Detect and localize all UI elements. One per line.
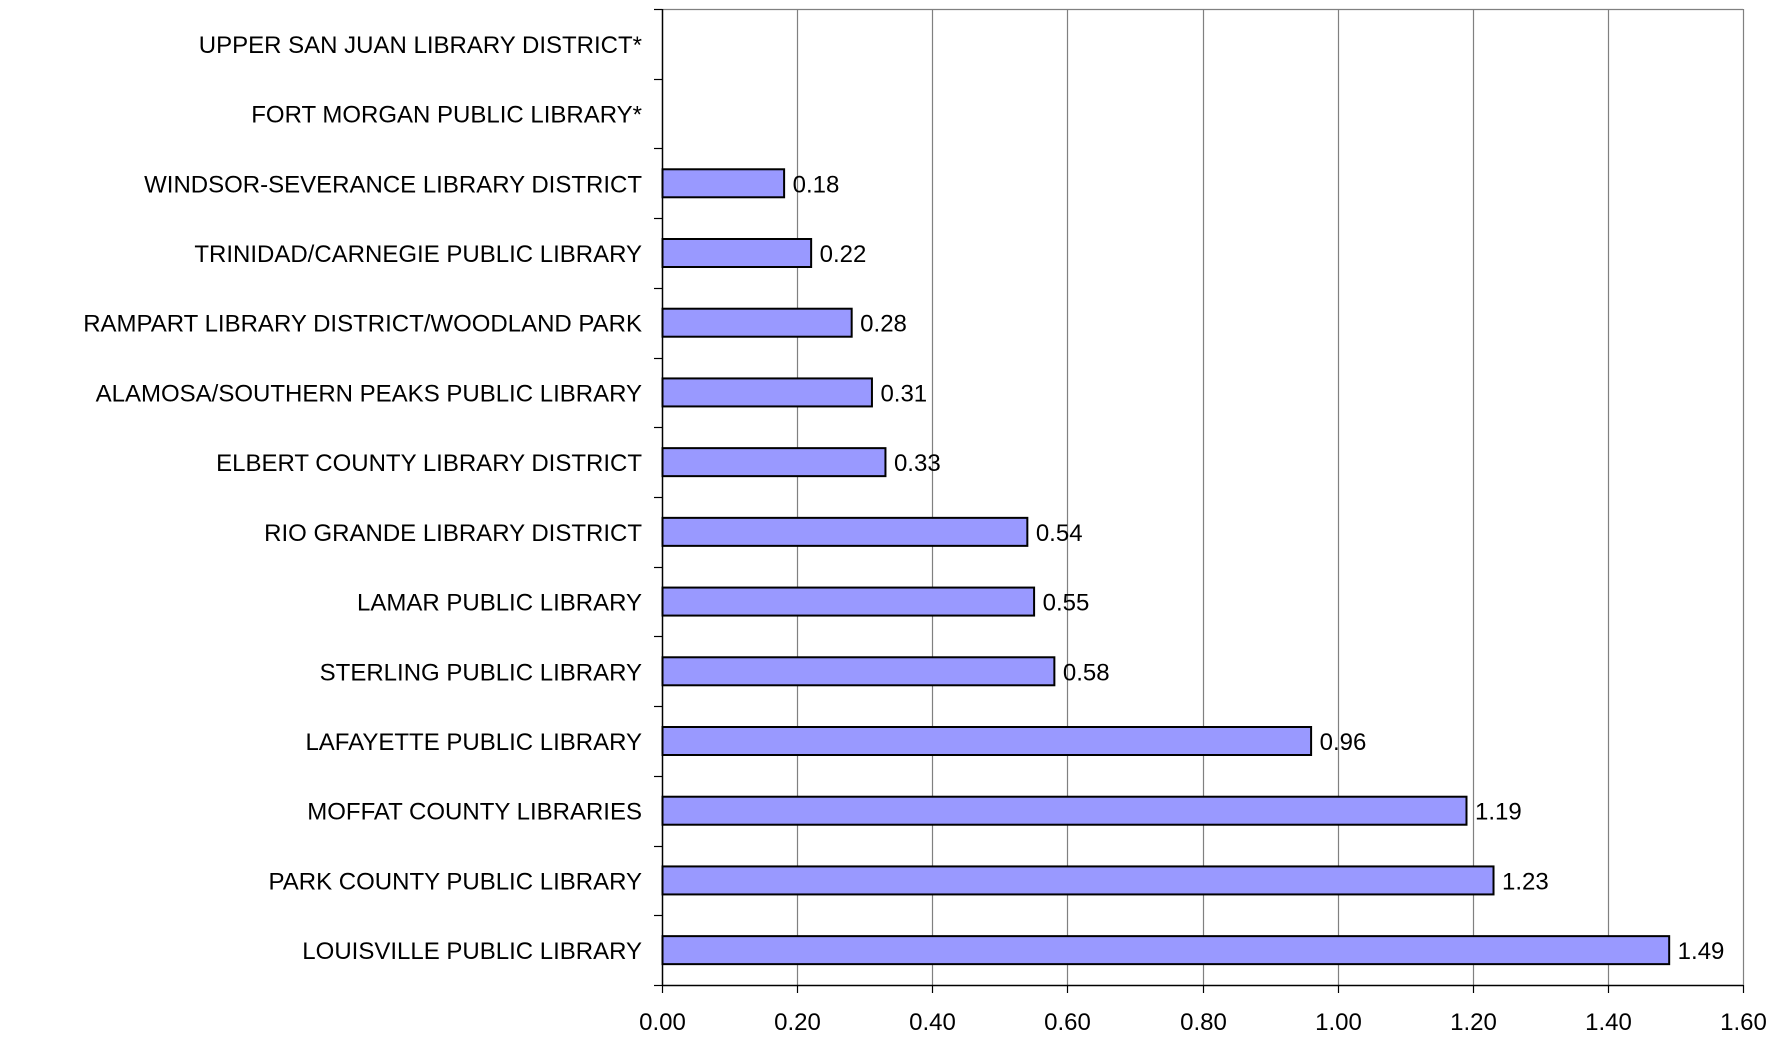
data-label: 0.33 (894, 450, 941, 477)
bar (661, 377, 873, 408)
data-label: 1.49 (1678, 938, 1725, 965)
bar (661, 238, 813, 268)
category-label: RAMPART LIBRARY DISTRICT/WOODLAND PARK (83, 311, 642, 338)
data-label: 0.22 (820, 241, 867, 268)
bar (661, 726, 1313, 756)
category-label: LOUISVILLE PUBLIC LIBRARY (302, 938, 642, 965)
x-tick-label: 1.00 (1315, 1009, 1362, 1036)
bar (661, 447, 887, 478)
category-label: PARK COUNTY PUBLIC LIBRARY (269, 868, 642, 895)
x-tick-label: 0.00 (639, 1009, 686, 1036)
data-label: 0.96 (1320, 729, 1367, 756)
bar (661, 656, 1056, 687)
data-label: 0.31 (880, 380, 927, 407)
bar (661, 307, 853, 338)
grid-layer (662, 8, 1745, 985)
category-label: ELBERT COUNTY LIBRARY DISTRICT (216, 450, 642, 477)
x-tick-label: 1.60 (1720, 1009, 1767, 1036)
bar (661, 168, 786, 199)
bar (661, 586, 1036, 617)
bar-layer (661, 168, 1671, 966)
x-tick-label: 1.20 (1450, 1009, 1497, 1036)
bar (661, 795, 1468, 826)
category-label: ALAMOSA/SOUTHERN PEAKS PUBLIC LIBRARY (96, 380, 642, 407)
data-label: 1.23 (1502, 868, 1549, 895)
data-label: 0.18 (793, 171, 840, 198)
category-label: WINDSOR-SEVERANCE LIBRARY DISTRICT (144, 171, 642, 198)
x-tick-label: 0.60 (1044, 1009, 1091, 1036)
category-label: STERLING PUBLIC LIBRARY (320, 659, 642, 686)
bar (661, 935, 1671, 966)
x-tick-label: 0.80 (1180, 1009, 1227, 1036)
data-label: 1.19 (1475, 799, 1522, 826)
bar (661, 516, 1029, 547)
x-tick-label: 0.20 (774, 1009, 821, 1036)
category-label: LAMAR PUBLIC LIBRARY (357, 590, 642, 617)
category-label: UPPER SAN JUAN LIBRARY DISTRICT* (199, 32, 642, 59)
category-label: RIO GRANDE LIBRARY DISTRICT (264, 520, 642, 547)
data-label: 0.58 (1063, 659, 1110, 686)
axis-layer (654, 8, 1745, 993)
category-label: FORT MORGAN PUBLIC LIBRARY* (251, 102, 642, 129)
bar (661, 865, 1495, 896)
label-layer: 0.00 0.20 0.40 0.60 0.80 1.00 1.20 1.40 1.60 UPPE… (83, 32, 1767, 1036)
data-label: 0.28 (860, 311, 907, 338)
category-label: TRINIDAD/CARNEGIE PUBLIC LIBRARY (194, 241, 642, 268)
data-label: 0.54 (1036, 520, 1083, 547)
x-tick-label: 1.40 (1585, 1009, 1632, 1036)
data-label: 0.55 (1043, 590, 1090, 617)
category-label: MOFFAT COUNTY LIBRARIES (307, 799, 642, 826)
x-tick-label: 0.40 (909, 1009, 956, 1036)
category-label: LAFAYETTE PUBLIC LIBRARY (305, 729, 642, 756)
